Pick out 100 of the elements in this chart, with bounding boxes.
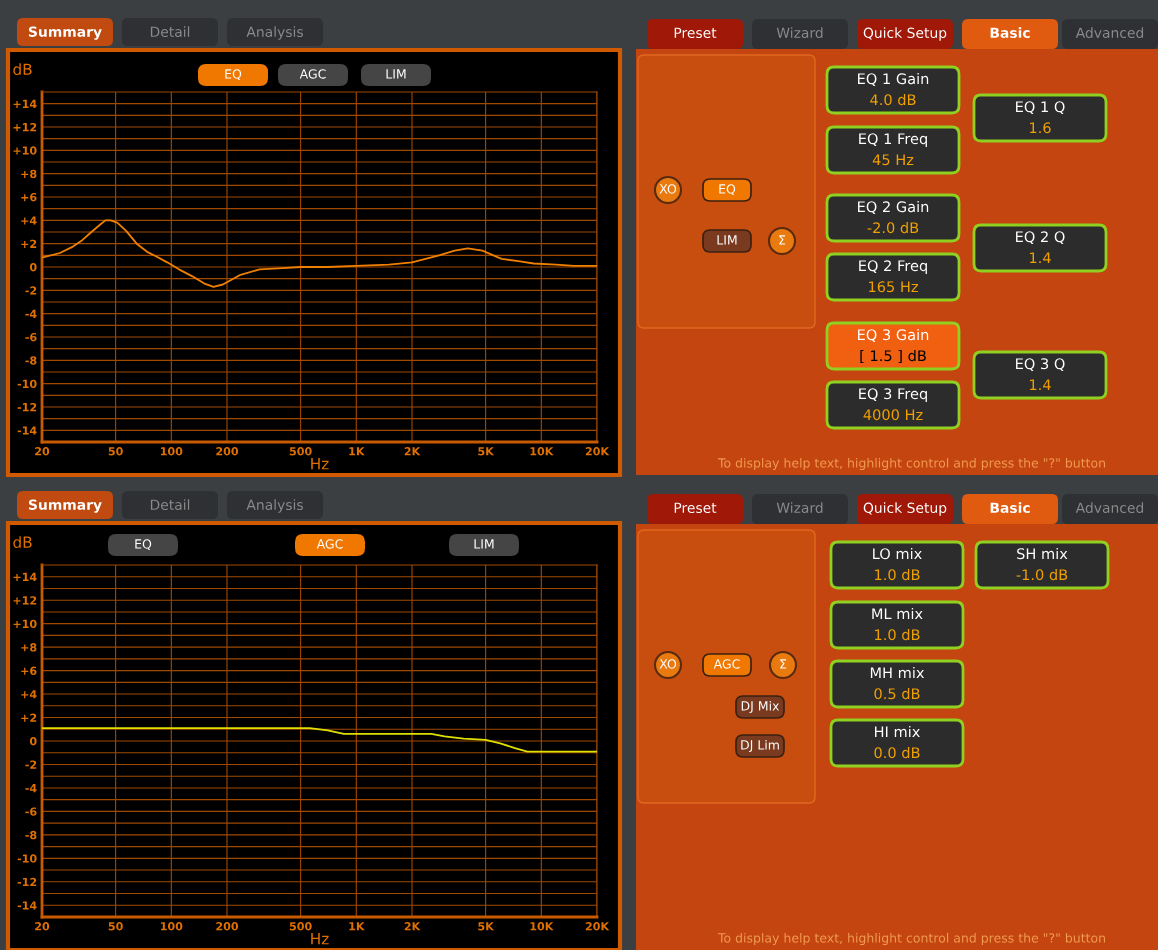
text: 1.0 dB — [875, 628, 920, 641]
y-tick-label: +6 — [21, 666, 37, 675]
x-tick-label: 20 — [35, 922, 50, 931]
x-tick-label: 100 — [160, 447, 183, 456]
x-tick-label: 500 — [289, 447, 312, 456]
y-tick-label: +8 — [21, 643, 37, 652]
text: AGC — [299, 69, 326, 79]
text: XO — [659, 659, 677, 669]
y-tick-label: +12 — [13, 596, 37, 605]
text: 1.0 dB — [875, 568, 920, 581]
x-tick-label: 1K — [349, 447, 365, 456]
y-tick-label: -6 — [25, 332, 37, 342]
text: 4.0 dB — [870, 93, 916, 106]
category-label: EQ 3 Freq — [859, 388, 927, 403]
text: DJ Lim — [741, 739, 779, 752]
y-tick-label: -8 — [25, 830, 37, 840]
text: 0.0 dB — [874, 746, 920, 759]
text: Wizard — [776, 502, 823, 514]
text: Quick Setup — [863, 502, 947, 516]
y-tick-label: -14 — [17, 426, 37, 435]
text: Basic — [990, 27, 1030, 39]
y-tick-label: 0 — [29, 262, 37, 272]
category-label: EQ 3 Q — [1016, 358, 1065, 371]
y-tick-label: -14 — [17, 901, 37, 910]
text: EQ — [225, 69, 242, 81]
y-tick-label: +2 — [21, 713, 37, 722]
category-label: LO mix — [873, 547, 922, 560]
text: 1.4 — [1030, 252, 1051, 264]
x-tick-label: 200 — [216, 447, 239, 456]
y-tick-label: +4 — [21, 690, 37, 699]
text: To display help text, highlight control and press the "?" button — [717, 457, 1105, 471]
x-tick-label: 100 — [160, 922, 183, 931]
text: EQ — [719, 184, 736, 196]
x-tick-label: 500 — [289, 922, 312, 931]
category-label: EQ 2 Gain — [858, 200, 929, 214]
y-tick-label: -4 — [25, 784, 37, 793]
y-axis-title: dB — [13, 63, 32, 76]
text: Preset — [674, 502, 717, 514]
text: 4000 Hz — [863, 409, 923, 421]
text: 1.4 — [1030, 379, 1051, 391]
category-label: MH mix — [870, 666, 925, 679]
y-tick-label: -4 — [25, 309, 37, 318]
text: 45 Hz — [872, 154, 914, 166]
category-label: SH mix — [1017, 547, 1068, 560]
x-tick-label: 5K — [478, 447, 495, 456]
y-axis-title: dB — [13, 536, 32, 548]
y-tick-label: +6 — [21, 192, 37, 202]
text: 165 Hz — [869, 281, 918, 293]
text: Analysis — [246, 26, 303, 40]
y-tick-label: -12 — [17, 877, 37, 887]
y-tick-label: +14 — [13, 99, 37, 108]
y-tick-label: -2 — [25, 760, 37, 769]
category-label: EQ 1 Q — [1016, 101, 1065, 114]
x-tick-label: 10K — [530, 922, 554, 931]
text: Analysis — [246, 499, 303, 513]
y-tick-label: -2 — [25, 286, 37, 295]
text: EQ — [135, 539, 152, 551]
text: To display help text, highlight control and press the "?" button — [717, 932, 1105, 946]
y-tick-label: +2 — [21, 239, 37, 248]
text: 0.5 dB — [874, 687, 920, 700]
text: Σ — [780, 659, 787, 669]
x-tick-label: 10K — [530, 447, 554, 456]
text: Preset — [674, 27, 717, 39]
category-label: HI mix — [875, 725, 920, 738]
text: LIM — [474, 539, 494, 549]
y-tick-label: -10 — [17, 379, 37, 389]
x-tick-label: 20K — [585, 922, 610, 931]
text: Detail — [150, 499, 190, 511]
x-axis-title: Hz — [311, 933, 329, 945]
text: AGC — [316, 539, 343, 549]
y-tick-label: +4 — [21, 216, 37, 225]
x-tick-label: 200 — [216, 922, 239, 931]
y-tick-label: +10 — [13, 619, 37, 629]
x-tick-label: 50 — [108, 447, 123, 456]
y-tick-label: 0 — [29, 736, 37, 746]
x-tick-label: 20K — [585, 447, 610, 456]
category-label: EQ 2 Q — [1016, 231, 1065, 244]
text: DJ Mix — [741, 700, 780, 713]
y-tick-label: +10 — [13, 146, 37, 155]
x-tick-label: 50 — [108, 922, 123, 931]
text: Detail — [150, 26, 190, 38]
y-tick-label: -8 — [25, 356, 37, 365]
x-axis-title: Hz — [311, 458, 329, 470]
text: LIM — [386, 69, 406, 79]
text: Advanced — [1075, 27, 1144, 39]
text: Quick Setup — [863, 27, 947, 41]
text: Advanced — [1075, 502, 1144, 514]
text: Σ — [779, 235, 786, 245]
category-label: EQ 3 Gain — [858, 328, 929, 342]
y-tick-label: +12 — [13, 122, 37, 132]
category-label: ML mix — [872, 607, 923, 620]
text: LIM — [717, 235, 737, 245]
text: AGC — [713, 659, 740, 669]
text: Summary — [28, 499, 102, 513]
text: -2.0 dB — [867, 221, 919, 234]
text: Summary — [28, 26, 102, 40]
text: 1.6 — [1030, 122, 1051, 134]
y-tick-label: +14 — [13, 572, 37, 581]
text: [ 1.5 ] dB — [860, 349, 926, 363]
y-tick-label: -10 — [17, 854, 37, 863]
